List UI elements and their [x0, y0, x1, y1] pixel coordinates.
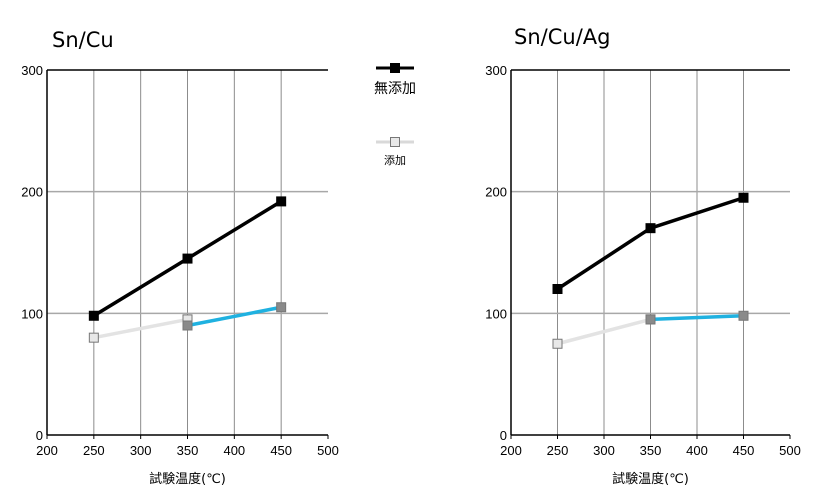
- chart-sn-cu-ag: Sn/Cu/Ag 200 250 300 350 400 450 500 0 100 200 300 試…: [485, 25, 801, 487]
- chart-0-y-tick-label: 200: [21, 185, 43, 200]
- chart-0-series-2-point: [276, 302, 287, 313]
- chart-sn-cu: Sn/Cu 200 250 300 350 400 450 500 0 100 200 300 試験温度…: [21, 28, 339, 487]
- chart-0-series-line-1: [93, 317, 188, 340]
- chart-1-series-2-point: [645, 314, 656, 325]
- chart-1-x-tick-label: 300: [593, 443, 615, 458]
- chart-1-x-tick-label: 350: [640, 443, 662, 458]
- chart-0-x-tick-label: 400: [223, 443, 245, 458]
- chart-1-y-tick-label: 200: [485, 185, 507, 200]
- chart-0-title: Sn/Cu: [52, 28, 114, 52]
- chart-0-series-line-2: [187, 305, 282, 328]
- legend-label-0: 無添加: [374, 81, 416, 97]
- chart-1-series-0-point: [738, 192, 749, 203]
- legend-label-1: 添加: [384, 153, 406, 167]
- chart-1-x-tick-label: 500: [779, 443, 801, 458]
- chart-1-series-0-point: [552, 284, 563, 294]
- chart-1-x-tick-label: 250: [547, 443, 569, 458]
- chart-0-series-0-point: [276, 196, 287, 207]
- chart-1-x-tick-label: 400: [686, 443, 708, 458]
- chart-0-x-tick-label: 200: [36, 443, 58, 458]
- chart-1-series-2-point: [738, 310, 749, 321]
- chart-0-x-tick-label: 450: [270, 443, 292, 458]
- chart-1-y-tick-label: 0: [500, 428, 507, 443]
- chart-0-series-0-point: [88, 310, 99, 321]
- chart-0-series-2-point: [182, 320, 193, 331]
- chart-0-x-tick-label: 350: [177, 443, 199, 458]
- chart-0-x-axis-label: 試験温度(℃): [149, 471, 226, 487]
- legend-marker-1: [390, 137, 400, 147]
- chart-0-y-tick-label: 100: [21, 306, 43, 321]
- chart-0-y-tick-label: 0: [36, 428, 43, 443]
- chart-1-series-line-1: [557, 317, 651, 346]
- chart-0-x-tick-label: 250: [83, 443, 105, 458]
- chart-1-x-tick-label: 450: [733, 443, 755, 458]
- chart-1-series-1-point: [552, 338, 563, 349]
- chart-1-series-line-2: [650, 314, 744, 322]
- chart-1-title: Sn/Cu/Ag: [514, 25, 610, 49]
- chart-1-x-tick-label: 200: [500, 443, 522, 458]
- chart-0-y-tick-label: 300: [21, 63, 43, 78]
- chart-0-x-tick-label: 500: [317, 443, 339, 458]
- chart-1-y-tick-label: 300: [485, 63, 507, 78]
- chart-0-series-0-point: [182, 253, 193, 264]
- chart-0-series-1-point: [88, 332, 99, 343]
- legend-marker-0: [390, 63, 400, 73]
- chart-1-x-axis-label: 試験温度(℃): [612, 471, 689, 487]
- chart-1-y-tick-label: 100: [485, 306, 507, 321]
- chart-1-series-0-point: [645, 223, 656, 234]
- chart-0-x-tick-label: 300: [130, 443, 152, 458]
